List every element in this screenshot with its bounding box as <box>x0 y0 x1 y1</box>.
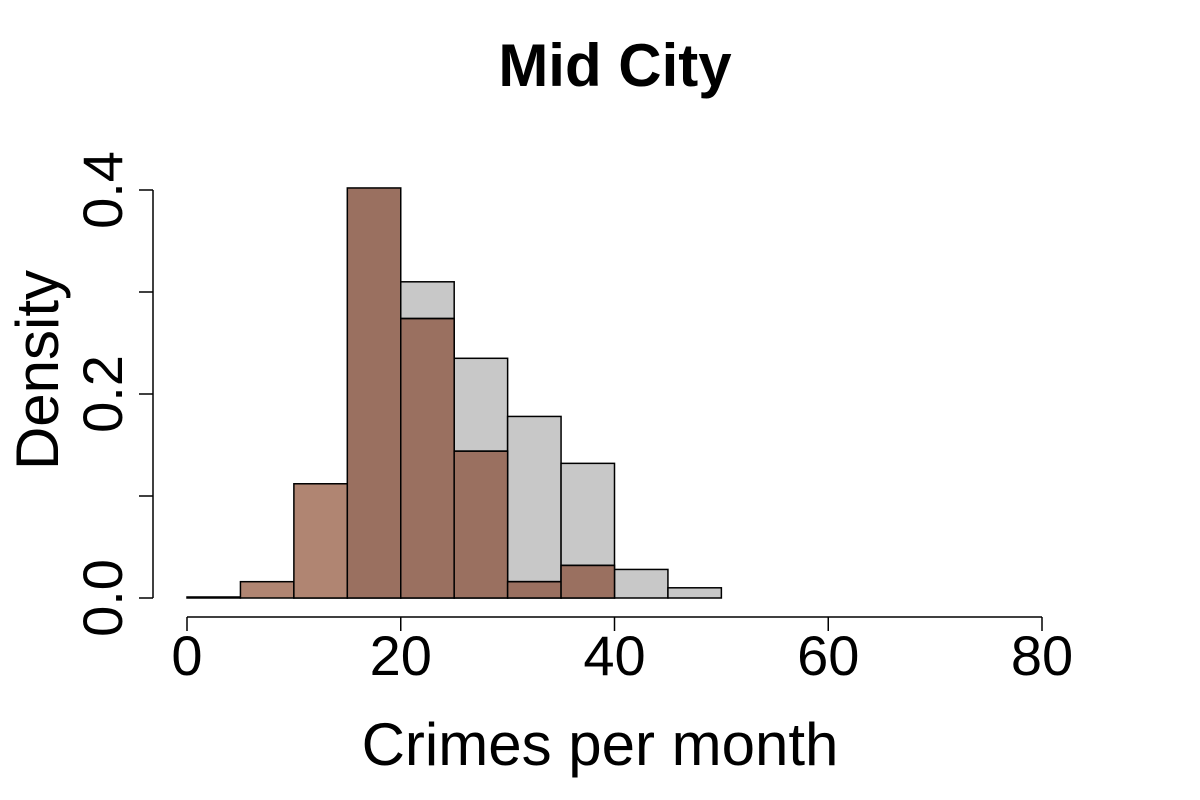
bar-series-1-4 <box>506 415 562 599</box>
x-tick-label: 60 <box>797 624 859 687</box>
bar-series-2-0 <box>186 596 242 599</box>
y-tick-label: 0.2 <box>71 355 134 433</box>
bar-series-2-7 <box>560 564 616 599</box>
x-tick-label: 20 <box>370 624 432 687</box>
y-axis: 0.0 0.2 0.4 <box>71 151 154 637</box>
x-tick-label: 0 <box>171 624 202 687</box>
bar-series-2-6 <box>506 580 562 599</box>
y-axis-title: Density <box>4 270 71 470</box>
x-axis: 0 20 40 60 80 <box>171 616 1073 687</box>
chart-title: Mid City <box>498 32 732 99</box>
bar-series-2-3 <box>346 187 402 599</box>
bar-series-2-4 <box>400 317 455 599</box>
bars-group <box>186 187 723 599</box>
y-tick-label: 0.0 <box>71 559 134 637</box>
bar-series-2-1 <box>239 580 295 599</box>
y-tick-label: 0.4 <box>71 151 134 229</box>
x-tick-label: 80 <box>1011 624 1073 687</box>
bar-series-2-2 <box>293 483 349 599</box>
bar-series-2-5 <box>453 450 509 599</box>
x-tick-label: 40 <box>583 624 645 687</box>
bar-series-1-7 <box>667 587 723 599</box>
bar-series-1-6 <box>613 568 669 599</box>
x-axis-title: Crimes per month <box>362 711 839 778</box>
